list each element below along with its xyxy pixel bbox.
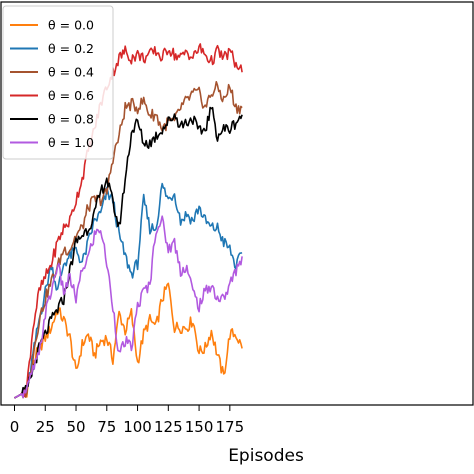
x-tick-label-4: 100 <box>123 418 152 436</box>
series-line-1 <box>14 182 243 399</box>
legend-label-3: θ = 0.6 <box>48 88 94 103</box>
x-tick-label-2: 50 <box>66 418 85 436</box>
legend-label-4: θ = 0.8 <box>48 112 94 127</box>
x-tick-label-5: 125 <box>154 418 183 436</box>
legend-label-0: θ = 0.0 <box>48 18 94 33</box>
series-line-3 <box>14 43 243 399</box>
x-tick-label-3: 75 <box>97 418 116 436</box>
x-axis-title: Episodes <box>228 446 304 466</box>
legend-label-2: θ = 0.4 <box>48 65 94 80</box>
x-tick-label-1: 25 <box>36 418 55 436</box>
legend: θ = 0.0 θ = 0.2 θ = 0.4 θ = 0.6 θ = 0.8 θ = 1… <box>2 5 114 160</box>
series-line-4 <box>14 106 243 399</box>
legend-box <box>2 5 114 160</box>
plot-frame <box>0 1 474 406</box>
legend-label-5: θ = 1.0 <box>48 135 94 150</box>
legend-label-1: θ = 0.2 <box>48 41 94 56</box>
x-tick-label-0: 0 <box>10 418 20 436</box>
series-line-0 <box>14 282 243 399</box>
series-line-2 <box>14 81 243 399</box>
x-tick-label-7: 175 <box>216 418 245 436</box>
series-line-5 <box>14 215 243 399</box>
x-tick-label-6: 150 <box>185 418 214 436</box>
series-layer <box>14 43 243 399</box>
